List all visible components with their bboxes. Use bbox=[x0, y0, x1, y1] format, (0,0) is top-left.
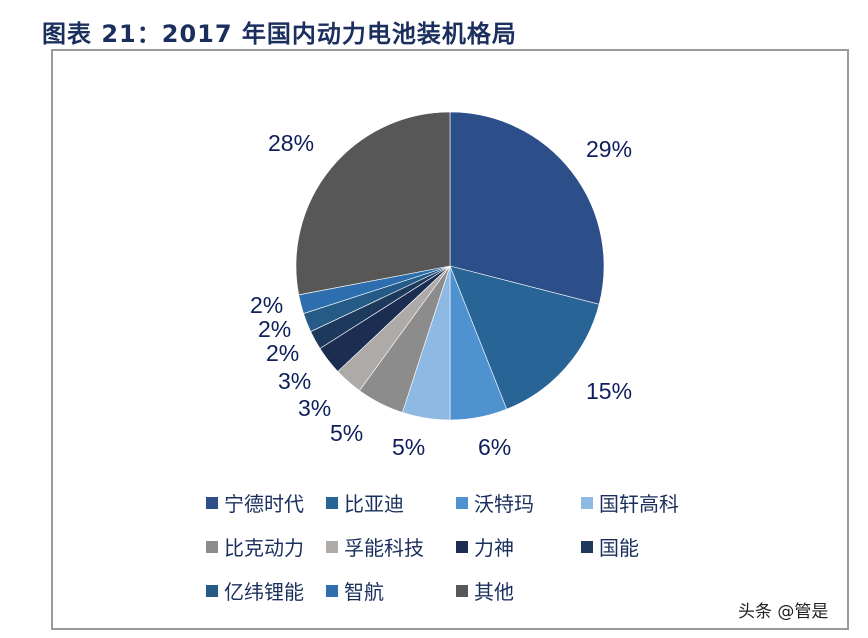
legend-item: 孚能科技 bbox=[326, 532, 424, 561]
legend-swatch-icon bbox=[326, 496, 338, 509]
legend-item: 沃特玛 bbox=[456, 488, 534, 517]
legend-swatch-icon bbox=[206, 496, 218, 509]
legend-swatch-icon bbox=[456, 540, 468, 553]
legend-item: 智航 bbox=[326, 576, 384, 605]
legend-swatch-icon bbox=[581, 496, 593, 509]
legend-swatch-icon bbox=[581, 540, 593, 553]
legend-label: 比亚迪 bbox=[344, 492, 404, 516]
data-label: 29% bbox=[586, 136, 633, 162]
legend-item: 宁德时代 bbox=[206, 488, 304, 517]
legend-swatch-icon bbox=[206, 540, 218, 553]
legend-swatch-icon bbox=[206, 584, 218, 597]
data-label: 2% bbox=[266, 340, 300, 366]
data-label: 3% bbox=[278, 368, 312, 394]
data-label: 2% bbox=[258, 316, 292, 342]
legend-label: 宁德时代 bbox=[224, 492, 304, 516]
data-label: 3% bbox=[298, 395, 332, 421]
legend-label: 国轩高科 bbox=[599, 492, 679, 516]
legend-swatch-icon bbox=[456, 584, 468, 597]
data-label: 2% bbox=[250, 292, 284, 318]
legend-swatch-icon bbox=[326, 584, 338, 597]
data-label: 5% bbox=[330, 420, 364, 446]
pie-slice bbox=[295, 111, 451, 296]
legend-label: 国能 bbox=[599, 536, 639, 560]
legend-item: 国轩高科 bbox=[581, 488, 679, 517]
legend-item: 国能 bbox=[581, 532, 639, 561]
pie-slice bbox=[449, 265, 600, 410]
data-label: 28% bbox=[268, 130, 315, 156]
data-label: 6% bbox=[478, 434, 512, 460]
legend-label: 沃特玛 bbox=[474, 492, 534, 516]
data-label: 5% bbox=[392, 434, 426, 460]
legend-item: 比克动力 bbox=[206, 532, 304, 561]
legend-label: 力神 bbox=[474, 536, 514, 560]
legend-label: 其他 bbox=[474, 580, 514, 604]
legend-swatch-icon bbox=[456, 496, 468, 509]
pie-slice bbox=[449, 111, 605, 305]
legend-label: 亿纬锂能 bbox=[224, 580, 304, 604]
data-label: 15% bbox=[586, 378, 633, 404]
chart-title: 图表 21：2017 年国内动力电池装机格局 bbox=[42, 20, 517, 48]
chart-frame bbox=[51, 49, 849, 630]
legend-item: 力神 bbox=[456, 532, 514, 561]
legend-item: 其他 bbox=[456, 576, 514, 605]
legend-swatch-icon bbox=[326, 540, 338, 553]
legend-label: 比克动力 bbox=[224, 536, 304, 560]
legend-item: 亿纬锂能 bbox=[206, 576, 304, 605]
legend-label: 智航 bbox=[344, 580, 384, 604]
legend-label: 孚能科技 bbox=[344, 536, 424, 560]
legend-item: 比亚迪 bbox=[326, 488, 404, 517]
watermark: 头条 @管是 bbox=[738, 602, 829, 622]
